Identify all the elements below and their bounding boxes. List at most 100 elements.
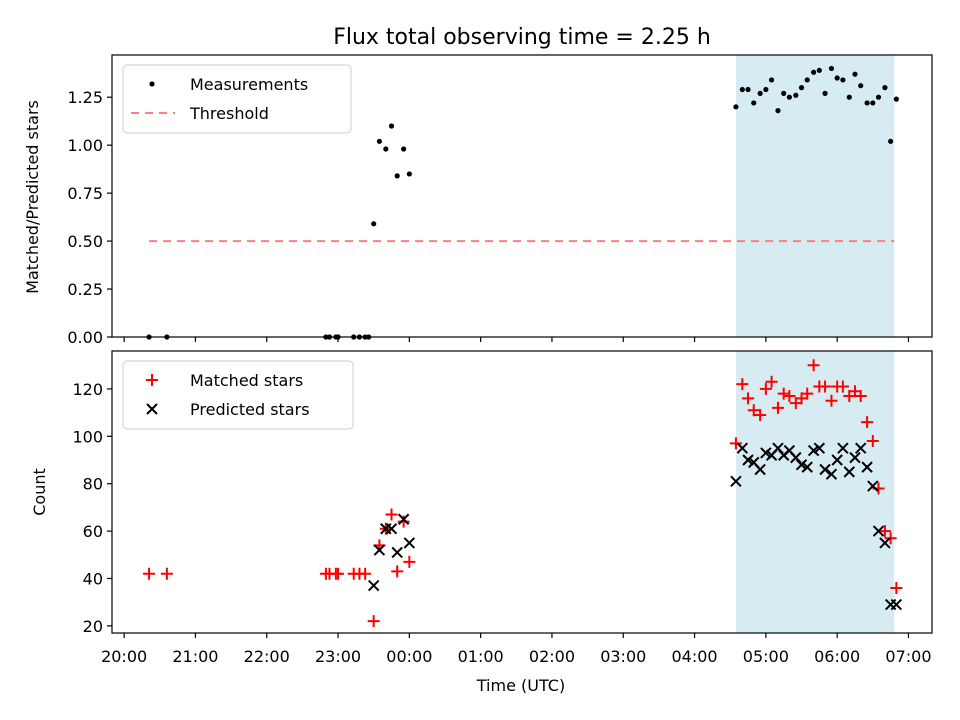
measurements-series [146, 65, 899, 340]
matched-star-point [807, 359, 820, 372]
matched-star-point [884, 532, 897, 545]
matched-star-point [819, 380, 832, 393]
predicted-star-point [837, 442, 849, 454]
bottom-y-axis-label: Count [30, 468, 49, 516]
predicted-star-point [736, 442, 749, 454]
matched-star-point [771, 401, 784, 414]
measurement-point [371, 221, 377, 227]
measurement-point [864, 100, 870, 106]
legend-measurements-marker [149, 81, 155, 87]
measurement-point [870, 100, 876, 106]
bottom-x-axis: 20:00 21:00 22:00 23:00 00:00 01:00 02:00 03:00… [101, 633, 932, 666]
measurement-point [875, 94, 882, 100]
matched-star-point [890, 581, 903, 594]
predicted-star-point [872, 525, 885, 537]
measurement-point [804, 77, 810, 83]
measurement-point [745, 86, 751, 93]
matched-star-point [742, 392, 755, 405]
predicted-star-point [843, 466, 855, 478]
matched-star-point [754, 408, 767, 421]
measurement-point [822, 90, 828, 96]
measurement-point [781, 90, 787, 96]
x-tick-label: 22:00 [244, 647, 290, 666]
legend-matched-marker [146, 374, 158, 386]
matched-star-point [391, 565, 404, 578]
y-tick-label: 60 [83, 522, 103, 541]
predicted-star-point [849, 451, 861, 464]
matched-star-point [359, 567, 372, 580]
top-shaded-span [735, 55, 895, 337]
x-tick-label: 20:00 [101, 647, 147, 666]
predicted-star-point [730, 475, 742, 488]
matched-star-point [403, 555, 416, 568]
measurement-point [751, 100, 757, 106]
measurement-point [828, 65, 835, 72]
x-tick-label: 01:00 [458, 647, 504, 666]
bottom-y-axis: 20 40 60 80 100 120 [72, 380, 112, 636]
measurement-point [388, 123, 395, 129]
matched-star-point [332, 567, 345, 580]
measurement-point [401, 146, 407, 152]
x-tick-label: 05:00 [743, 647, 789, 666]
top-x-axis [123, 337, 910, 342]
bottom-panel: 20 40 60 80 100 120 20:00 21:00 22:00 23:00 00:00… [30, 350, 933, 695]
measurement-point [882, 85, 888, 91]
top-legend-box [122, 64, 352, 134]
y-tick-label: 0.25 [67, 280, 103, 299]
bottom-shaded-span [735, 351, 895, 633]
legend-matched-label: Matched stars [190, 371, 303, 390]
predicted-star-point [879, 537, 891, 549]
matched-star-point [736, 378, 749, 391]
top-panel: 0.00 0.25 0.50 0.75 1.00 1.25 Matched/Predict… [23, 54, 933, 347]
legend-predicted-label: Predicted stars [190, 400, 310, 419]
matched-star-point [854, 390, 867, 403]
measurement-point [846, 94, 852, 100]
measurement-point [786, 94, 792, 100]
y-tick-label: 0.75 [67, 184, 103, 203]
matched-star-point [747, 404, 760, 417]
top-axes-frame [111, 54, 933, 338]
predicted-star-point [819, 463, 831, 476]
predicted-star-point [825, 468, 838, 480]
legend-measurements-label: Measurements [190, 75, 308, 94]
measurement-point [775, 108, 781, 114]
predicted-star-point [367, 579, 380, 592]
measurement-point [811, 69, 817, 75]
matched-star-point [160, 567, 173, 580]
measurement-point [768, 77, 775, 83]
x-tick-label: 07:00 [885, 647, 931, 666]
predicted-star-point [854, 442, 867, 454]
legend-threshold-label: Threshold [189, 104, 269, 123]
measurement-point [739, 86, 745, 93]
predicted-star-point [813, 442, 826, 454]
x-tick-label: 06:00 [814, 647, 860, 666]
y-tick-label: 0.00 [67, 328, 103, 347]
matched-star-point [765, 375, 778, 388]
matched-star-point [385, 508, 398, 521]
matched-star-point [143, 567, 156, 580]
x-tick-label: 21:00 [172, 647, 218, 666]
top-y-axis: 0.00 0.25 0.50 0.75 1.00 1.25 [67, 88, 112, 347]
matched-stars-series [143, 359, 903, 628]
predicted-star-point [403, 537, 416, 549]
predicted-star-point [861, 461, 873, 473]
matched-star-point [397, 515, 410, 528]
x-tick-label: 02:00 [529, 647, 575, 666]
predicted-star-point [867, 480, 879, 492]
measurement-point [888, 138, 894, 144]
predicted-star-point [385, 523, 398, 535]
measurement-point [840, 77, 846, 83]
matched-star-point [783, 390, 796, 403]
predicted-star-point [397, 513, 410, 525]
matched-star-point [866, 435, 879, 448]
bottom-axes-frame [111, 350, 933, 634]
matched-star-point [861, 416, 874, 429]
bottom-legend: Matched stars Predicted stars [122, 360, 354, 430]
matched-star-point [878, 525, 891, 538]
x-tick-label: 03:00 [600, 647, 646, 666]
measurement-point [852, 71, 858, 77]
measurement-point [394, 173, 400, 179]
x-tick-label: 23:00 [315, 647, 361, 666]
matched-star-point [729, 437, 742, 450]
